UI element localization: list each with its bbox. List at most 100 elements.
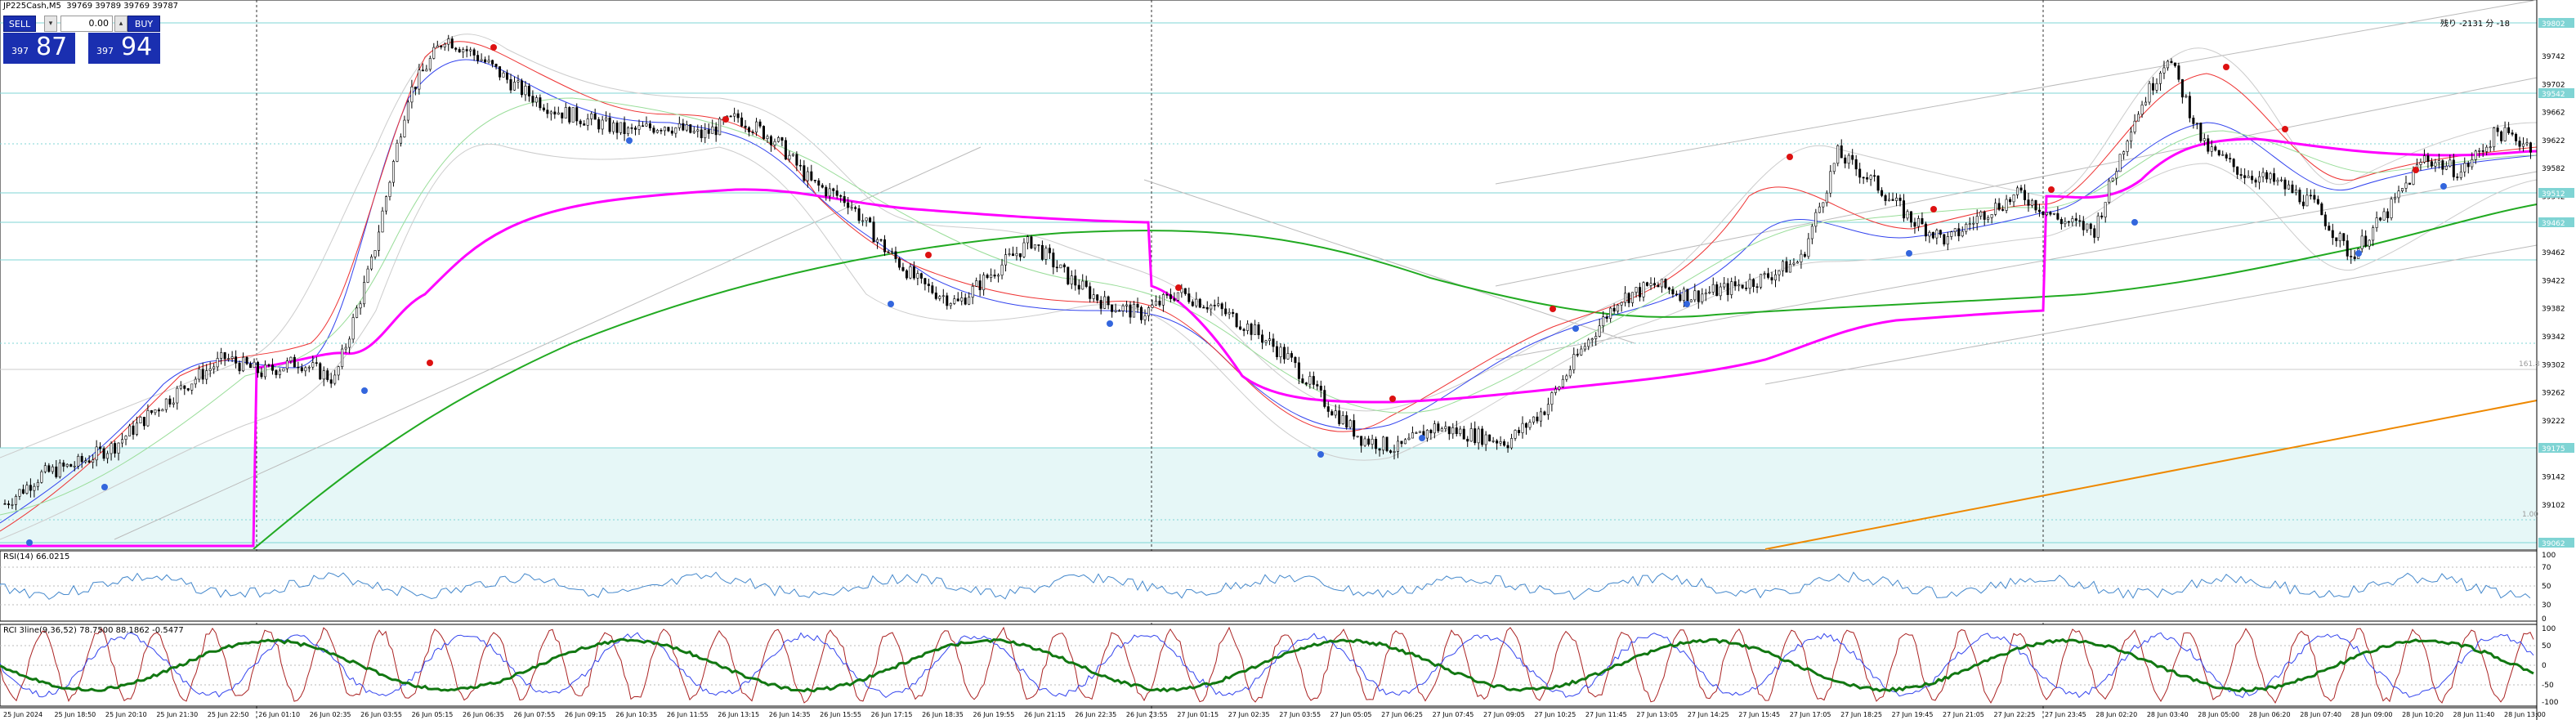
candle-body <box>1935 230 1939 239</box>
candle-body <box>1514 430 1517 439</box>
candle-body <box>403 119 406 137</box>
candle-body <box>384 196 387 212</box>
candle-body <box>1913 221 1916 227</box>
candle-body <box>348 338 351 348</box>
candle-body <box>938 296 941 299</box>
candle-body <box>2016 187 2019 195</box>
candle-body <box>469 49 472 51</box>
candle-body <box>208 368 212 371</box>
svg-text:0: 0 <box>2542 662 2547 670</box>
buy-button[interactable]: BUY <box>127 16 160 32</box>
volume-up-arrow-icon[interactable]: ▴ <box>114 16 127 32</box>
time-axis: 25 Jun 2024 25 Jun 18:50 25 Jun 20:10 25 Ju… <box>3 711 2546 718</box>
candle-body <box>590 113 593 119</box>
ma-light-green-line <box>0 97 2538 516</box>
candle-body <box>612 122 615 132</box>
candle-body <box>341 348 344 368</box>
candle-body <box>275 370 278 375</box>
sell-price-button[interactable]: 397 87 <box>3 33 75 64</box>
candle-body <box>11 504 14 506</box>
candle-body <box>1403 439 1407 445</box>
candle-body <box>1052 253 1055 268</box>
candle-body <box>524 85 527 96</box>
candle-body <box>1304 382 1308 385</box>
candle-body <box>95 446 98 461</box>
price-tick-label: 39342 <box>2542 333 2565 342</box>
candle-body <box>791 154 794 156</box>
candle-body <box>813 180 816 181</box>
candle-body <box>99 446 102 449</box>
candle-body <box>623 122 626 135</box>
candle-body <box>378 231 381 251</box>
candle-body <box>1338 410 1341 424</box>
candle-body <box>319 363 322 380</box>
candle-body <box>2419 162 2422 165</box>
candle-body <box>337 366 340 376</box>
candle-body <box>982 275 986 291</box>
candle-body <box>2185 96 2188 98</box>
volume-input[interactable]: 0.00 <box>60 16 113 32</box>
candle-body <box>670 130 673 134</box>
candle-body <box>117 442 120 454</box>
candle-body <box>2503 127 2507 141</box>
candle-body <box>2507 127 2511 133</box>
sell-button[interactable]: SELL <box>3 16 36 32</box>
candle-body <box>87 460 91 463</box>
time-tick-label: 27 Jun 15:45 <box>1738 711 1780 718</box>
candle-body <box>655 130 659 133</box>
candle-body <box>168 398 172 405</box>
candle-body <box>762 126 765 139</box>
price-tick-label: 39262 <box>2542 390 2565 398</box>
candle-body <box>1268 338 1272 342</box>
buy-price-button[interactable]: 397 94 <box>88 33 160 64</box>
candle-body <box>1440 428 1443 432</box>
candle-body <box>2525 142 2529 145</box>
candle-body <box>2408 182 2411 185</box>
candle-body <box>2444 165 2448 170</box>
candle-body <box>2422 155 2426 163</box>
candle-body <box>1129 304 1132 318</box>
sell-price-big: 87 <box>36 33 68 61</box>
candle-body <box>919 273 923 279</box>
candle-body <box>2265 172 2269 180</box>
price-tick-label: 39382 <box>2542 306 2565 314</box>
candle-body <box>2280 179 2283 181</box>
candle-body <box>1107 296 1110 306</box>
candle-body <box>223 352 226 360</box>
candle-body <box>220 352 223 359</box>
candle-body <box>2478 150 2481 152</box>
candle-body <box>43 465 47 472</box>
candle-body <box>1667 287 1670 290</box>
candle-body <box>1030 236 1033 248</box>
candle-body <box>2232 159 2235 168</box>
candle-body <box>682 123 685 131</box>
candle-body <box>1279 347 1282 357</box>
candle-body <box>344 347 347 350</box>
volume-down-arrow-icon[interactable]: ▾ <box>44 16 57 32</box>
candle-body <box>2243 175 2247 178</box>
candle-body <box>817 180 821 186</box>
candle-body <box>289 356 293 361</box>
candle-body <box>579 120 582 124</box>
candle-body <box>553 111 557 115</box>
candle-body <box>51 466 54 472</box>
candle-body <box>583 123 586 126</box>
candle-body <box>2394 197 2397 199</box>
candle-body <box>1345 415 1348 428</box>
candle-body <box>1242 329 1246 331</box>
candle-body <box>1356 436 1359 438</box>
candle-body <box>2027 199 2030 206</box>
candle-body <box>1254 324 1257 335</box>
candle-body <box>876 239 879 243</box>
candle-body <box>847 202 850 208</box>
candle-body <box>102 448 105 459</box>
candle-body <box>1807 238 1810 257</box>
rci-axis: 100 50 0 -50 -100 <box>2542 625 2559 707</box>
candle-body <box>1282 347 1286 360</box>
candle-body <box>968 297 971 305</box>
time-tick-label: 26 Jun 05:15 <box>412 711 454 718</box>
candle-body <box>667 127 670 132</box>
candle-body <box>2430 161 2433 167</box>
candle-body <box>776 137 780 142</box>
